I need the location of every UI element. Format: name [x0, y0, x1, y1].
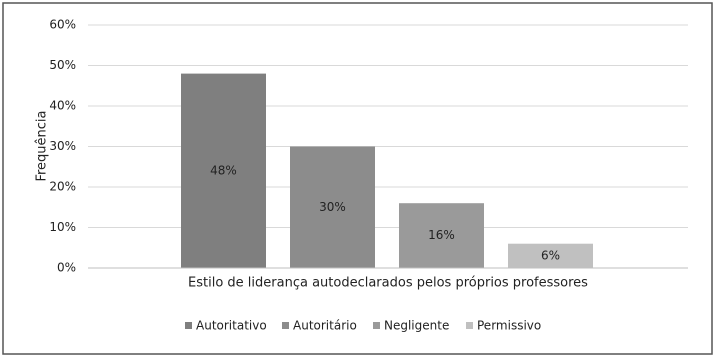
- bar: [290, 146, 375, 268]
- bar: [508, 243, 593, 268]
- y-tick-label: 40%: [49, 99, 76, 113]
- y-tick-label: 30%: [49, 139, 76, 153]
- legend-label: Permissivo: [477, 319, 541, 333]
- legend-swatch: [373, 322, 380, 329]
- data-label: 16%: [428, 228, 455, 242]
- y-tick-label: 60%: [49, 18, 76, 32]
- x-tick-label: Estilo de liderança autodeclarados pelos…: [188, 276, 588, 291]
- y-tick-label: 0%: [57, 261, 76, 275]
- legend-label: Negligente: [384, 319, 449, 333]
- bar: [399, 203, 484, 268]
- legend-label: Autoritário: [293, 319, 357, 333]
- y-tick-label: 10%: [49, 220, 76, 234]
- data-label: 48%: [210, 163, 237, 177]
- legend-swatch: [466, 322, 473, 329]
- legend-swatch: [185, 322, 192, 329]
- data-label: 6%: [541, 248, 560, 262]
- y-tick-label: 20%: [49, 180, 76, 194]
- y-tick-label: 50%: [49, 58, 76, 72]
- bar: [181, 73, 266, 268]
- y-axis-label: Frequência: [35, 110, 50, 181]
- legend-label: Autoritativo: [196, 319, 267, 333]
- data-label: 30%: [319, 200, 346, 214]
- legend-swatch: [282, 322, 289, 329]
